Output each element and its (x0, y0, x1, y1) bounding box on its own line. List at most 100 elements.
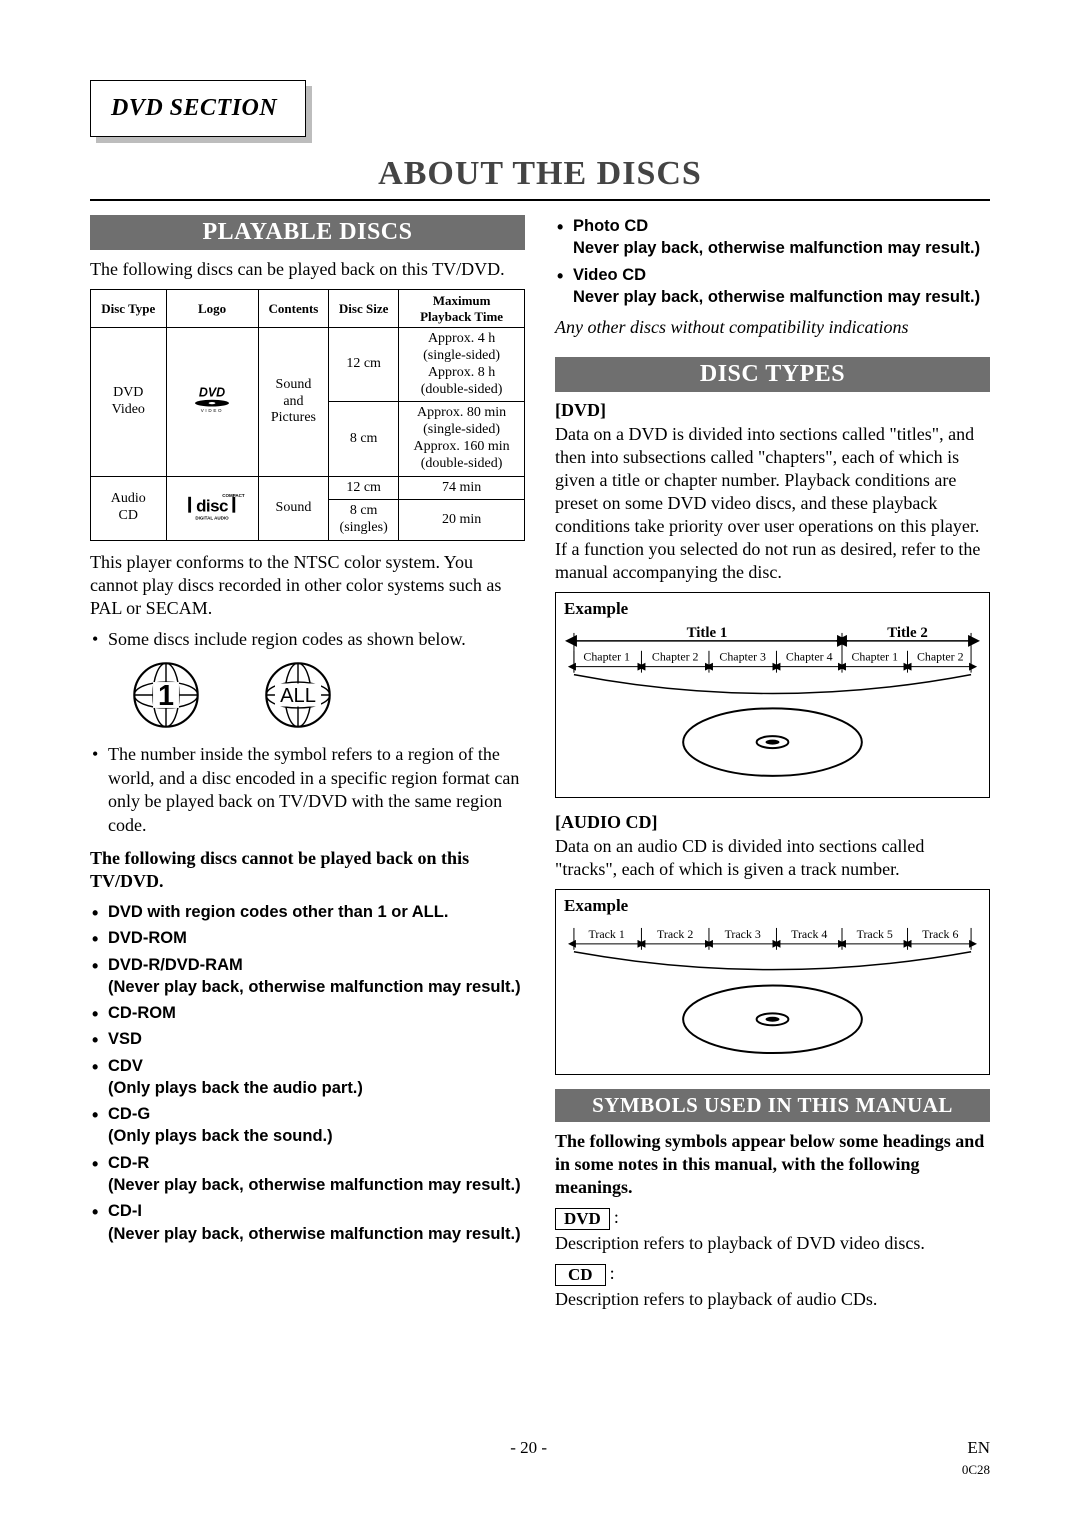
page-number: - 20 - (510, 1438, 547, 1458)
cd-structure-diagram: Track 1 Track 2 Track 3 Track 4 Track 5 … (564, 920, 981, 1059)
svg-text:Chapter 1: Chapter 1 (851, 650, 898, 664)
cell-dvd-time-1: Approx. 80 min (single-sided) Approx. 16… (399, 402, 525, 476)
dvd-badge-row: DVD: (555, 1207, 990, 1230)
other-discs-note: Any other discs without compatibility in… (555, 316, 990, 339)
cell-cd-size-0: 12 cm (329, 476, 399, 500)
svg-text:Chapter 3: Chapter 3 (719, 650, 766, 664)
svg-text:Title 2: Title 2 (887, 625, 928, 641)
list-item: DVD-ROM (90, 927, 525, 949)
cannot-heading: The following discs cannot be played bac… (90, 847, 525, 893)
heading-disc-types: DISC TYPES (555, 357, 990, 392)
region-globes: 1 ALL (90, 659, 525, 731)
svg-text:Track 2: Track 2 (657, 927, 693, 941)
cell-cd-logo: COMPACT disc DIGITAL AUDIO (166, 476, 258, 540)
playable-intro: The following discs can be played back o… (90, 258, 525, 281)
dvd-subhead: [DVD] (555, 400, 990, 421)
document-code: 0C28 (962, 1462, 990, 1478)
region-bullet-list: Some discs include region codes as shown… (90, 628, 525, 651)
list-item: CD-ROM (90, 1002, 525, 1024)
cd-text: Data on an audio CD is divided into sect… (555, 835, 990, 881)
cell-dvd-type: DVD Video (91, 328, 167, 476)
table-row: DVD Video DVD VIDEO Sound and Pictures 1… (91, 328, 525, 402)
column-left: PLAYABLE DISCS The following discs can b… (90, 215, 525, 1319)
region-note: The number inside the symbol refers to a… (90, 743, 525, 837)
list-item-note: (Never play back, otherwise malfunction … (108, 1223, 525, 1245)
svg-text:Chapter 2: Chapter 2 (652, 650, 699, 664)
svg-text:Chapter 2: Chapter 2 (917, 650, 964, 664)
heading-playable: PLAYABLE DISCS (90, 215, 525, 250)
list-item: CD-I(Never play back, otherwise malfunct… (90, 1200, 525, 1245)
svg-text:Chapter 4: Chapter 4 (786, 650, 833, 664)
ntsc-note: This player conforms to the NTSC color s… (90, 551, 525, 620)
cd-logo-icon: COMPACT disc DIGITAL AUDIO (178, 490, 246, 522)
page-title: ABOUT THE DISCS (90, 155, 990, 201)
dvd-badge: DVD (555, 1208, 610, 1230)
list-item-note: Never play back, otherwise malfunction m… (573, 237, 990, 259)
content-columns: PLAYABLE DISCS The following discs can b… (90, 215, 990, 1319)
cell-cd-type: Audio CD (91, 476, 167, 540)
column-right: Photo CDNever play back, otherwise malfu… (555, 215, 990, 1319)
example-label-2: Example (564, 896, 981, 916)
lang-code: EN (967, 1438, 990, 1458)
list-item: CDV(Only plays back the audio part.) (90, 1055, 525, 1100)
dvd-badge-desc: Description refers to playback of DVD vi… (555, 1232, 990, 1255)
example-label: Example (564, 599, 981, 619)
cell-dvd-size-0: 12 cm (329, 328, 399, 402)
cell-cd-size-1: 8 cm (singles) (329, 500, 399, 541)
list-item: DVD-R/DVD-RAM(Never play back, otherwise… (90, 954, 525, 999)
svg-text:DIGITAL AUDIO: DIGITAL AUDIO (195, 515, 229, 520)
list-item-note: (Never play back, otherwise malfunction … (108, 976, 525, 998)
th-logo: Logo (166, 290, 258, 328)
th-playtime: Maximum Playback Time (399, 290, 525, 328)
heading-symbols: SYMBOLS USED IN THIS MANUAL (555, 1089, 990, 1122)
svg-text:Track 3: Track 3 (725, 927, 761, 941)
section-tab: DVD SECTION (90, 80, 306, 137)
cd-badge-row: CD: (555, 1263, 990, 1286)
cell-dvd-size-1: 8 cm (329, 402, 399, 476)
th-size: Disc Size (329, 290, 399, 328)
svg-text:Track 1: Track 1 (589, 927, 625, 941)
symbols-intro: The following symbols appear below some … (555, 1130, 990, 1199)
svg-text:Track 6: Track 6 (922, 927, 958, 941)
svg-text:ALL: ALL (280, 686, 316, 708)
dvd-example-box: Example Title 1 Title 2 Chapter 1 Chapte… (555, 592, 990, 798)
cell-dvd-logo: DVD VIDEO (166, 328, 258, 476)
list-item-note: Never play back, otherwise malfunction m… (573, 286, 990, 308)
region-note-list: The number inside the symbol refers to a… (90, 743, 525, 837)
page-footer: - 20 - EN (90, 1438, 990, 1458)
svg-text:Chapter 1: Chapter 1 (583, 650, 630, 664)
list-item: DVD with region codes other than 1 or AL… (90, 901, 525, 923)
cell-cd-time-0: 74 min (399, 476, 525, 500)
cell-dvd-contents: Sound and Pictures (258, 328, 328, 476)
globe-icon-1: 1 (130, 659, 202, 731)
list-item-note: (Never play back, otherwise malfunction … (108, 1174, 525, 1196)
list-item-note: (Only plays back the sound.) (108, 1125, 525, 1147)
region-bullet: Some discs include region codes as shown… (90, 628, 525, 651)
svg-text:Title 1: Title 1 (687, 625, 728, 641)
svg-text:VIDEO: VIDEO (201, 408, 224, 413)
cannot-list-continued: Photo CDNever play back, otherwise malfu… (555, 215, 990, 308)
list-item: VSD (90, 1028, 525, 1050)
dvd-logo-icon: DVD VIDEO (178, 385, 246, 413)
list-item: CD-R(Never play back, otherwise malfunct… (90, 1152, 525, 1197)
svg-text:1: 1 (158, 681, 174, 713)
cell-cd-time-1: 20 min (399, 500, 525, 541)
svg-text:DVD: DVD (199, 385, 225, 399)
svg-text:Track 5: Track 5 (857, 927, 893, 941)
globe-icon-all: ALL (262, 659, 334, 731)
cell-cd-contents: Sound (258, 476, 328, 540)
table-row: Audio CD COMPACT disc DIGITAL AUDIO Soun… (91, 476, 525, 500)
dvd-structure-diagram: Title 1 Title 2 Chapter 1 Chapter 2 Chap… (564, 623, 981, 782)
list-item-note: (Only plays back the audio part.) (108, 1077, 525, 1099)
cd-subhead: [AUDIO CD] (555, 812, 990, 833)
th-contents: Contents (258, 290, 328, 328)
list-item: Photo CDNever play back, otherwise malfu… (555, 215, 990, 260)
dvd-text: Data on a DVD is divided into sections c… (555, 423, 990, 584)
th-type: Disc Type (91, 290, 167, 328)
cd-badge-desc: Description refers to playback of audio … (555, 1288, 990, 1311)
disc-table: Disc Type Logo Contents Disc Size Maximu… (90, 289, 525, 541)
cannot-list: DVD with region codes other than 1 or AL… (90, 901, 525, 1245)
table-header-row: Disc Type Logo Contents Disc Size Maximu… (91, 290, 525, 328)
svg-text:Track 4: Track 4 (791, 927, 827, 941)
list-item: CD-G(Only plays back the sound.) (90, 1103, 525, 1148)
